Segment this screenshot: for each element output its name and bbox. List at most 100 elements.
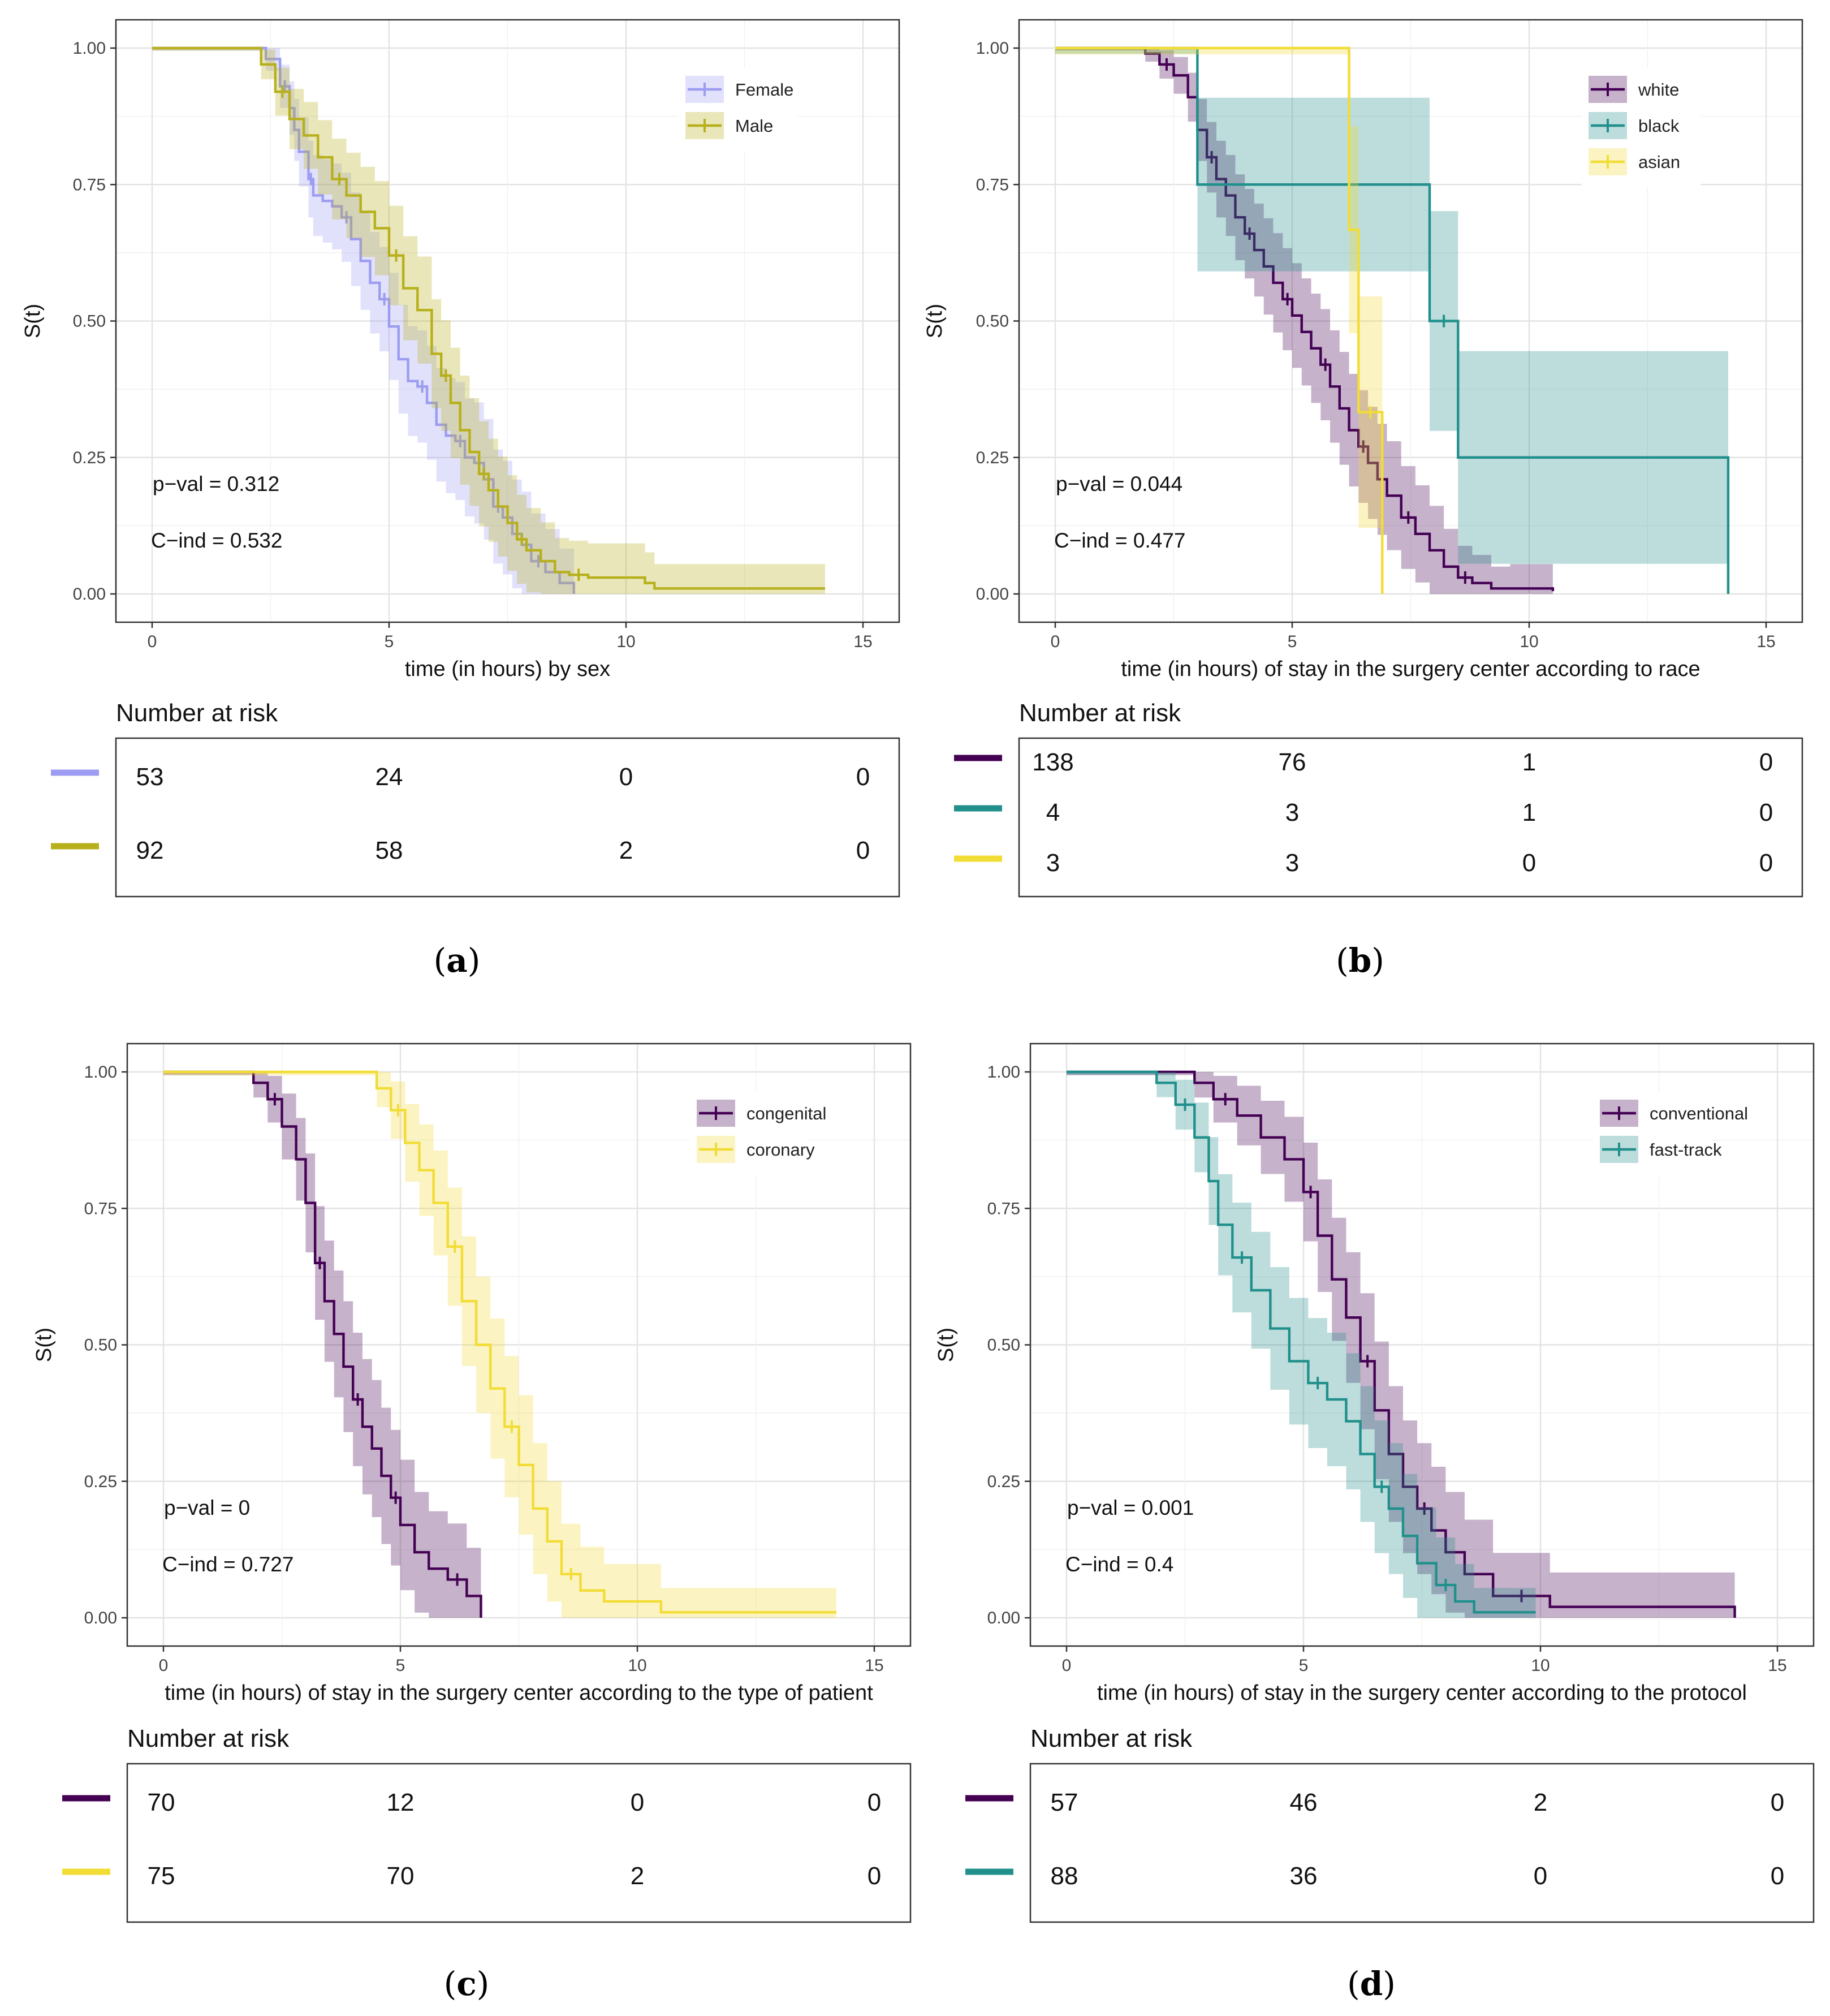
risk-count: 2 <box>1534 1789 1547 1816</box>
y-tick-label: 1.00 <box>84 1063 117 1082</box>
risk-count: 4 <box>1046 799 1060 826</box>
risk-count: 1 <box>1522 799 1536 826</box>
pval-text: p−val = 0 <box>164 1496 250 1519</box>
risk-count: 1 <box>1522 748 1536 776</box>
risk-count: 2 <box>631 1862 644 1890</box>
x-tick-label: 10 <box>628 1656 646 1675</box>
pval-text: p−val = 0.044 <box>1056 472 1182 496</box>
legend-box <box>679 68 797 153</box>
risk-table-title: Number at risk <box>1019 699 1181 727</box>
panel-label-close: ) <box>1383 1965 1396 2003</box>
y-tick-label: 0.25 <box>987 1472 1020 1491</box>
y-tick-label: 0.25 <box>84 1472 117 1491</box>
risk-count: 0 <box>631 1789 644 1816</box>
legend-label-Female: Female <box>735 80 793 100</box>
pval-text: p−val = 0.312 <box>153 472 279 496</box>
risk-table-box <box>126 1763 912 1923</box>
y-tick-label: 0.50 <box>84 1336 117 1355</box>
risk-count: 0 <box>619 763 633 791</box>
survival-curve-white <box>1055 46 1555 592</box>
legend-label-congenital: congenital <box>746 1104 826 1123</box>
risk-count: 2 <box>619 837 633 864</box>
risk-count: 0 <box>1759 849 1773 877</box>
y-tick-label: 0.25 <box>73 449 106 467</box>
survival-curve-conventional <box>1067 1070 1736 1618</box>
x-tick-label: 15 <box>1756 632 1775 651</box>
survival-curve-Female <box>152 46 576 594</box>
cind-text: C−ind = 0.477 <box>1054 529 1185 552</box>
confidence-band-fast-track <box>1067 1072 1536 1618</box>
panel-label-open: ( <box>434 941 447 980</box>
cind-text: C−ind = 0.532 <box>151 529 282 552</box>
x-tick-label: 0 <box>1051 632 1060 651</box>
risk-count: 92 <box>136 837 164 864</box>
confidence-band-congenital <box>163 1072 481 1618</box>
risk-table-title: Number at risk <box>1030 1725 1193 1752</box>
pval-text: p−val = 0.001 <box>1067 1496 1194 1519</box>
y-tick-label: 1.00 <box>987 1063 1020 1082</box>
x-axis-title: time (in hours) of stay in the surgery c… <box>165 1681 873 1705</box>
risk-count: 75 <box>148 1862 175 1890</box>
survival-curve-asian <box>1055 46 1384 594</box>
risk-count: 0 <box>1759 799 1773 826</box>
x-tick-label: 5 <box>396 1656 405 1675</box>
x-tick-label: 10 <box>616 632 635 651</box>
cind-text: C−ind = 0.4 <box>1065 1553 1173 1576</box>
risk-count: 57 <box>1051 1789 1078 1816</box>
x-tick-label: 5 <box>1288 632 1297 651</box>
risk-count: 36 <box>1290 1862 1318 1890</box>
x-axis-title: time (in hours) of stay in the surgery c… <box>1097 1681 1747 1705</box>
x-axis-title: time (in hours) of stay in the surgery c… <box>1121 657 1700 681</box>
x-tick-label: 15 <box>1768 1656 1786 1675</box>
risk-count: 3 <box>1285 799 1299 826</box>
risk-count: 46 <box>1290 1789 1318 1816</box>
y-axis-title: S(t) <box>934 1328 958 1362</box>
y-tick-label: 0.75 <box>976 175 1009 194</box>
panel-label-letter: c <box>456 1965 476 2003</box>
risk-count: 12 <box>387 1789 415 1816</box>
legend-label-fast-track: fast-track <box>1650 1140 1722 1160</box>
chart-panel-d: 0.00 0.25 0.50 0.75 1.00 0 5 10 15 time (in hours… <box>934 1043 1815 2003</box>
risk-table-title: Number at risk <box>116 699 278 727</box>
y-axis-title: S(t) <box>32 1328 56 1362</box>
legend-label-black: black <box>1638 116 1680 136</box>
panel-label-d: (d) <box>1347 1965 1396 2003</box>
risk-table-box <box>115 737 900 898</box>
legend-label-conventional: conventional <box>1650 1104 1748 1123</box>
risk-count: 58 <box>376 837 403 864</box>
legend-label-coronary: coronary <box>746 1140 815 1160</box>
risk-count: 3 <box>1046 849 1060 877</box>
risk-count: 70 <box>387 1862 415 1890</box>
risk-count: 0 <box>867 1862 881 1890</box>
risk-count: 70 <box>148 1789 175 1816</box>
confidence-band-coronary <box>163 1072 836 1618</box>
legend-label-white: white <box>1638 80 1679 100</box>
confidence-band-Male <box>152 48 825 594</box>
y-tick-label: 0.50 <box>976 312 1009 331</box>
risk-count: 53 <box>136 763 164 791</box>
chart-panel-a: 0.00 0.25 0.50 0.75 1.00 0 5 10 15 time (in hours… <box>21 19 900 980</box>
risk-count: 0 <box>1759 748 1773 776</box>
panel-label-open: ( <box>1347 1965 1360 2003</box>
y-tick-label: 1.00 <box>73 39 106 58</box>
legend-label-asian: asian <box>1638 152 1680 172</box>
risk-count: 88 <box>1051 1862 1078 1890</box>
panel-label-c: (c) <box>444 1965 490 2003</box>
y-tick-label: 0.00 <box>987 1609 1020 1627</box>
chart-panel-c: 0.00 0.25 0.50 0.75 1.00 0 5 10 15 time (in hours… <box>32 1043 912 2003</box>
x-tick-label: 15 <box>853 632 872 651</box>
panel-label-a: (a) <box>434 941 481 980</box>
y-tick-label: 1.00 <box>976 39 1009 58</box>
survival-curve-congenital <box>163 1070 482 1618</box>
y-tick-label: 0.50 <box>987 1336 1020 1355</box>
confidence-band-white <box>1055 48 1553 594</box>
y-tick-label: 0.75 <box>84 1199 117 1218</box>
legend-box <box>1582 68 1700 187</box>
panel-label-open: ( <box>444 1965 457 2003</box>
risk-table-box <box>1029 1763 1815 1923</box>
risk-count: 0 <box>1522 849 1536 877</box>
survival-curve-black <box>1055 46 1730 594</box>
x-tick-label: 0 <box>1062 1656 1072 1675</box>
panel-label-letter: d <box>1360 1965 1383 2003</box>
risk-count: 3 <box>1285 849 1299 877</box>
